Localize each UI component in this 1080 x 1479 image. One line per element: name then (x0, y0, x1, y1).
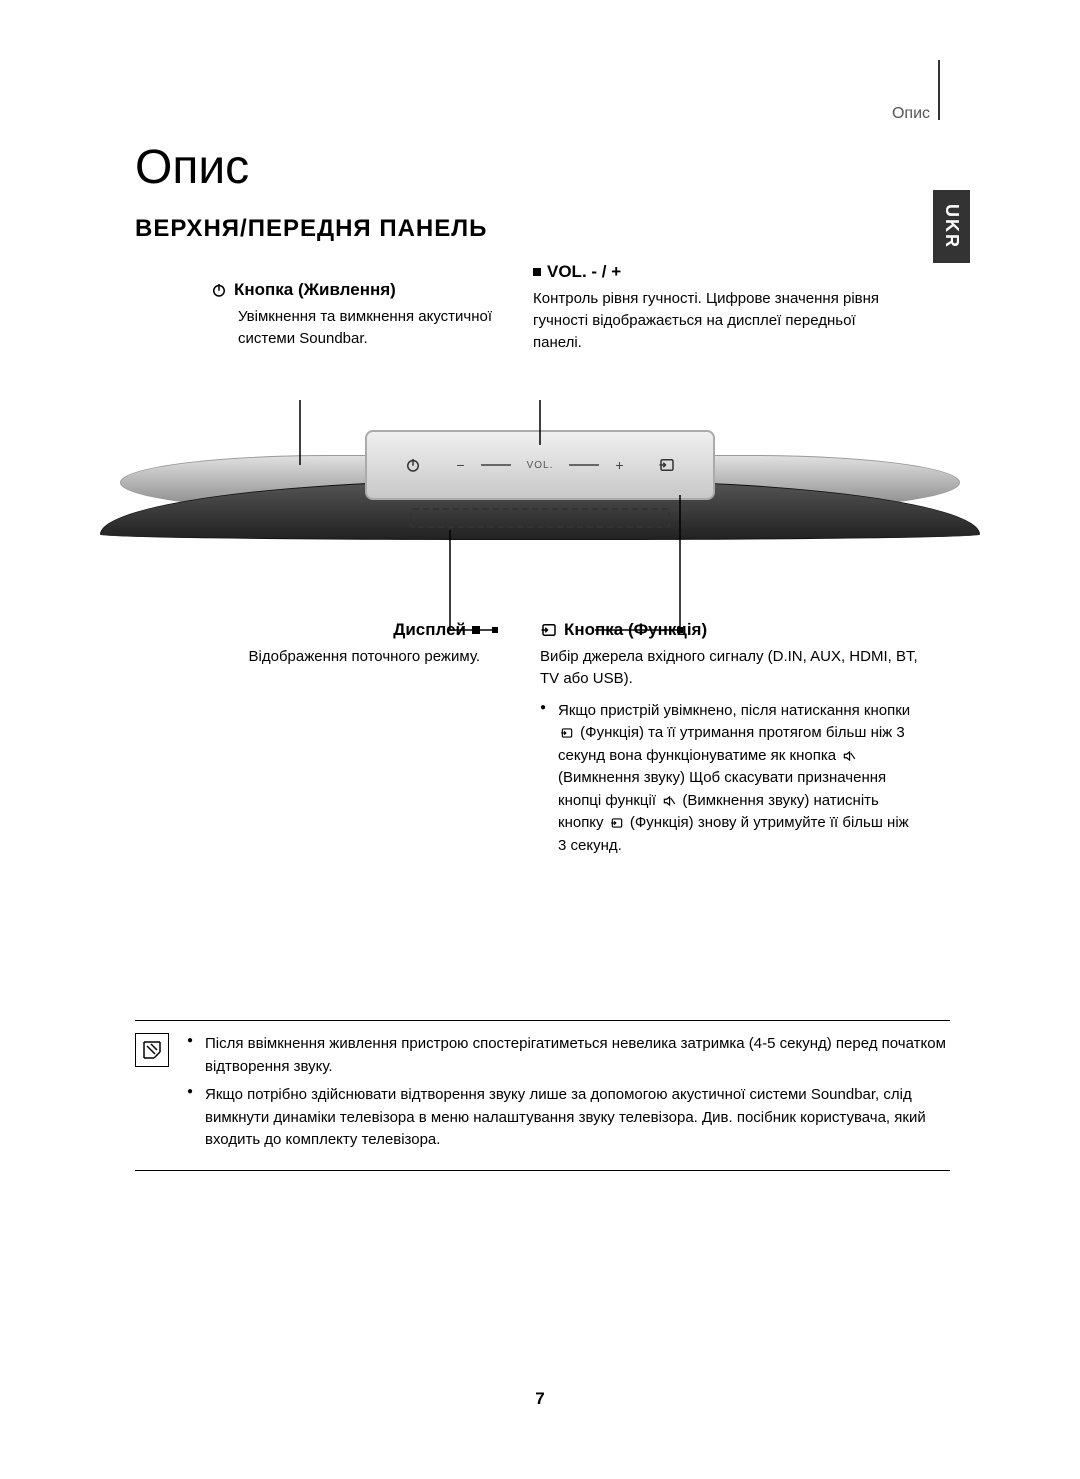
bullet-text-1: Якщо пристрій увімкнено, після натисканн… (558, 702, 910, 719)
page-title: Опис (135, 140, 249, 195)
callout-function-title-text: Кнопка (Функція) (564, 620, 707, 640)
callout-function: Кнопка (Функція) Вибір джерела вхідного … (540, 620, 920, 857)
note-item: Якщо потрібно здійснювати відтворення зв… (187, 1084, 950, 1152)
panel-vol-line-left (481, 464, 511, 466)
callout-power: Кнопка (Живлення) Увімкнення та вимкненн… (210, 280, 510, 350)
note-list: Після ввімкнення живлення пристрою спост… (187, 1033, 950, 1158)
callout-function-body: Вибір джерела вхідного сигналу (D.IN, AU… (540, 646, 920, 690)
panel-source-icon (658, 456, 676, 474)
note-icon (135, 1033, 169, 1067)
callout-display-body: Відображення поточного режиму. (200, 646, 480, 668)
bullet-square-icon (533, 268, 541, 276)
callout-display: Дисплей Відображення поточного режиму. (200, 620, 480, 668)
control-panel: − VOL. + (365, 430, 715, 500)
language-tab: UKR (933, 190, 970, 263)
panel-vol-minus: − (456, 457, 464, 473)
callout-display-title-text: Дисплей (393, 620, 466, 640)
mute-icon (660, 792, 678, 810)
callout-volume-body: Контроль рівня гучності. Цифрове значенн… (533, 288, 903, 353)
panel-vol-plus: + (615, 457, 623, 473)
callout-volume-title-text: VOL. - / + (547, 262, 621, 282)
display-area-outline (410, 508, 670, 528)
page-number: 7 (0, 1389, 1080, 1409)
manual-page: Опис UKR Опис ВЕРХНЯ/ПЕРЕДНЯ ПАНЕЛЬ Кноп… (0, 0, 1080, 1479)
callout-power-title-text: Кнопка (Живлення) (234, 280, 396, 300)
callout-function-title: Кнопка (Функція) (540, 620, 920, 640)
source-icon (540, 621, 558, 639)
breadcrumb: Опис (892, 105, 930, 123)
callout-power-body: Увімкнення та вимкнення акустичної систе… (210, 306, 510, 350)
callout-function-bullet: Якщо пристрій увімкнено, після натисканн… (540, 700, 920, 858)
panel-volume-group: − VOL. + (456, 457, 623, 473)
source-icon (558, 724, 576, 742)
callout-display-title: Дисплей (200, 620, 480, 640)
callout-volume-title: VOL. - / + (533, 262, 903, 282)
note-box: Після ввімкнення живлення пристрою спост… (135, 1020, 950, 1171)
callout-volume: VOL. - / + Контроль рівня гучності. Цифр… (533, 262, 903, 353)
section-heading: ВЕРХНЯ/ПЕРЕДНЯ ПАНЕЛЬ (135, 215, 487, 243)
power-icon (210, 281, 228, 299)
bullet-square-icon (472, 626, 480, 634)
mute-icon (840, 747, 858, 765)
panel-vol-line-right (569, 464, 599, 466)
callout-power-title: Кнопка (Живлення) (210, 280, 510, 300)
note-item: Після ввімкнення живлення пристрою спост… (187, 1033, 950, 1078)
panel-power-icon (404, 456, 422, 474)
source-icon (608, 814, 626, 832)
soundbar-diagram: − VOL. + (100, 400, 980, 600)
panel-vol-label: VOL. (527, 460, 554, 471)
top-separator (938, 60, 940, 120)
